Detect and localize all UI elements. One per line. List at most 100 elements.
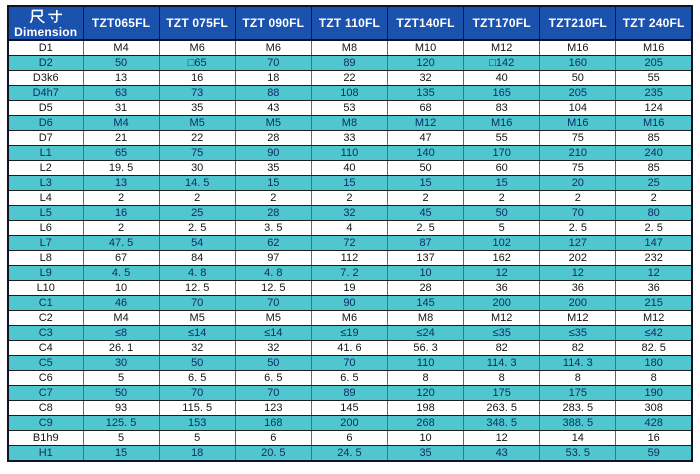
cell: 90 — [310, 295, 389, 311]
cell: 16 — [82, 205, 160, 221]
cell: 62 — [234, 235, 312, 251]
cell: M6 — [158, 39, 236, 56]
row-label: C1 — [7, 295, 84, 311]
cell: 82. 5 — [615, 340, 693, 356]
cell: 175 — [539, 385, 617, 401]
cell: 12 — [615, 265, 693, 281]
cell: 145 — [310, 400, 389, 416]
cell: M16 — [539, 115, 617, 131]
cell: 15 — [386, 175, 465, 191]
row-label: L8 — [7, 250, 84, 266]
cell: 232 — [615, 250, 693, 266]
cell: 30 — [82, 355, 160, 371]
cell: 41. 6 — [310, 340, 389, 356]
cell: 5 — [82, 430, 160, 446]
cell: 89 — [310, 385, 389, 401]
cell: 82 — [463, 340, 541, 356]
table-row: L7 47. 5 54 62 72 87 102 127 147 — [7, 235, 693, 251]
column-header: TZT 090FL — [234, 5, 312, 41]
cell: 120 — [386, 385, 465, 401]
row-label: L2 — [7, 160, 84, 176]
table-row: C8 93 115. 5 123 145 198 263. 5 283. 5 308 — [7, 400, 693, 416]
cell: 12. 5 — [158, 280, 236, 296]
cell: 75 — [158, 145, 236, 161]
cell: 2 — [158, 190, 236, 206]
cell: M6 — [310, 310, 389, 326]
cell: 35 — [234, 160, 312, 176]
cell: 36 — [615, 280, 693, 296]
cell: 56. 3 — [386, 340, 465, 356]
cell: 43 — [463, 445, 541, 462]
cell: 35 — [386, 445, 465, 462]
cell: 26. 1 — [82, 340, 160, 356]
table-row: C9 125. 5 153 168 200 268 348. 5 388. 5 428 — [7, 415, 693, 431]
cell: 283. 5 — [539, 400, 617, 416]
row-label: C6 — [7, 370, 84, 386]
cell: 114. 3 — [463, 355, 541, 371]
cell: M8 — [310, 39, 389, 56]
cell: 125. 5 — [82, 415, 160, 431]
cell: 120 — [386, 55, 465, 71]
cell: M5 — [234, 115, 312, 131]
table-row: L4 2 2 2 2 2 2 2 2 — [7, 190, 693, 206]
cell: 53 — [310, 100, 389, 116]
table-row: C3 ≤8 ≤14 ≤14 ≤19 ≤24 ≤35 ≤35 ≤42 — [7, 325, 693, 341]
cell: M12 — [463, 310, 541, 326]
cell: 127 — [539, 235, 617, 251]
cell: 205 — [539, 85, 617, 101]
cell: 70 — [158, 385, 236, 401]
cell: 68 — [386, 100, 465, 116]
cell: 70 — [234, 295, 312, 311]
row-label: C5 — [7, 355, 84, 371]
table-row: L9 4. 5 4. 8 4. 8 7. 2 10 12 12 12 — [7, 265, 693, 281]
cell: 75 — [539, 160, 617, 176]
cell: 4. 5 — [82, 265, 160, 281]
column-header: TZT 075FL — [158, 5, 236, 41]
cell: 85 — [615, 130, 693, 146]
cell: 2. 5 — [615, 220, 693, 236]
column-header: TZT210FL — [539, 5, 617, 41]
cell: 7. 2 — [310, 265, 389, 281]
cell: 175 — [463, 385, 541, 401]
cell: 31 — [82, 100, 160, 116]
table-row: D5 31 35 43 53 68 83 104 124 — [7, 100, 693, 116]
cell: 215 — [615, 295, 693, 311]
cell: 19 — [310, 280, 389, 296]
cell: 160 — [539, 55, 617, 71]
table-row: L3 13 14. 5 15 15 15 15 20 25 — [7, 175, 693, 191]
row-label: C8 — [7, 400, 84, 416]
cell: M12 — [615, 310, 693, 326]
row-label: L7 — [7, 235, 84, 251]
row-label: L4 — [7, 190, 84, 206]
cell: 87 — [386, 235, 465, 251]
cell: 3. 5 — [234, 220, 312, 236]
cell: 135 — [386, 85, 465, 101]
cell: 15 — [234, 175, 312, 191]
cell: 348. 5 — [463, 415, 541, 431]
cell: 110 — [310, 145, 389, 161]
cell: M4 — [82, 310, 160, 326]
row-label: C9 — [7, 415, 84, 431]
cell: 88 — [234, 85, 312, 101]
cell: 70 — [310, 355, 389, 371]
cell: 190 — [615, 385, 693, 401]
cell: 90 — [234, 145, 312, 161]
cell: 2. 5 — [158, 220, 236, 236]
cell: 4. 8 — [158, 265, 236, 281]
cell: 2 — [234, 190, 312, 206]
cell: 180 — [615, 355, 693, 371]
cell: 47. 5 — [82, 235, 160, 251]
cell: 200 — [310, 415, 389, 431]
cell: 53. 5 — [539, 445, 617, 462]
cell: 15 — [463, 175, 541, 191]
cell: 70 — [539, 205, 617, 221]
cell: 72 — [310, 235, 389, 251]
row-label: D3k6 — [7, 70, 84, 86]
cell: 16 — [615, 430, 693, 446]
cell: 200 — [539, 295, 617, 311]
cell: ≤8 — [82, 325, 160, 341]
cell: 200 — [463, 295, 541, 311]
cell: 32 — [158, 340, 236, 356]
